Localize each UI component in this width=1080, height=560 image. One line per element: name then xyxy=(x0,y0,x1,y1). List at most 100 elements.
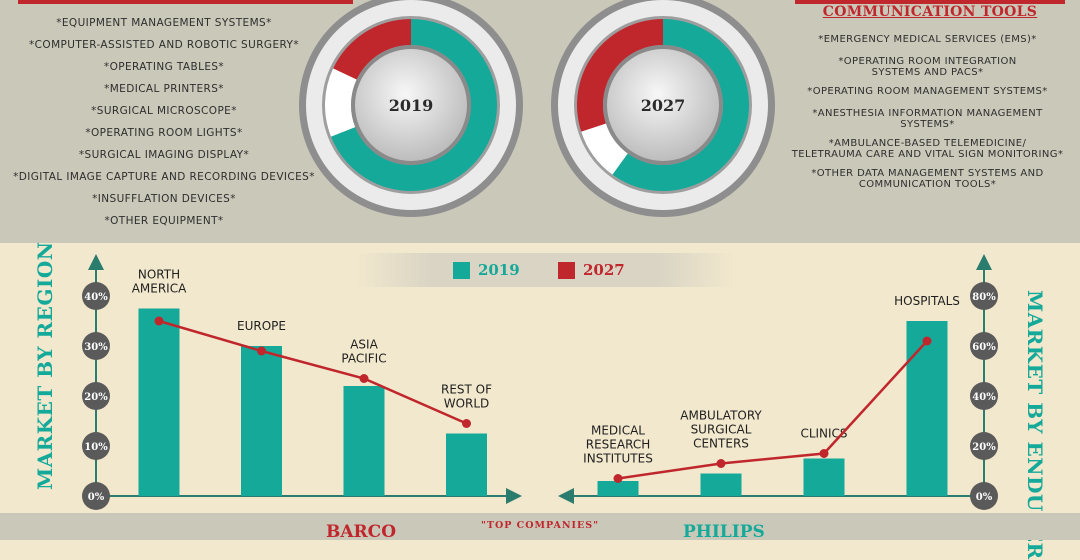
legend: 2019 2027 xyxy=(355,253,735,287)
donut-slice xyxy=(581,123,628,175)
line-point-2027 xyxy=(922,336,932,346)
bar-2019 xyxy=(241,346,282,496)
y-axis-arrow xyxy=(88,254,104,270)
equipment-list-item: *OPERATING ROOM LIGHTS* xyxy=(85,127,243,139)
y-tick-label: 20% xyxy=(972,442,996,453)
bar-2019 xyxy=(343,386,385,496)
bar-2019 xyxy=(446,433,487,496)
line-point-2027 xyxy=(257,346,266,356)
communication-list-item: *OPERATING ROOM MANAGEMENT SYSTEMS* xyxy=(790,86,1065,97)
legend-label-2027: 2027 xyxy=(583,261,625,279)
legend-item-2019: 2019 xyxy=(453,261,520,279)
category-label: WORLD xyxy=(444,397,490,411)
donut-chart-2019: 2019 xyxy=(299,0,523,217)
category-label: RESEARCH xyxy=(586,438,650,452)
y-tick-badge xyxy=(970,482,998,510)
equipment-list-item: *COMPUTER-ASSISTED AND ROBOTIC SURGERY* xyxy=(29,39,299,51)
line-point-2027 xyxy=(613,474,623,483)
communication-list-line: *EMERGENCY MEDICAL SERVICES (EMS)* xyxy=(818,34,1037,45)
communication-list-item: *OTHER DATA MANAGEMENT SYSTEMS AND COMMUN… xyxy=(790,168,1065,190)
company-philips: PHILIPS xyxy=(683,522,765,542)
donut-year-label: 2019 xyxy=(389,96,434,115)
communication-list-line: *ANESTHESIA INFORMATION MANAGEMENT xyxy=(812,108,1043,119)
category-label: MEDICAL xyxy=(591,424,645,438)
communication-list-line: *AMBULANCE-BASED TELEMEDICINE/ xyxy=(828,138,1027,149)
line-point-2027 xyxy=(154,316,164,326)
category-label: CLINICS xyxy=(800,427,847,441)
bottom-band xyxy=(0,513,1080,540)
line-point-2027 xyxy=(819,449,829,458)
y-tick-badge xyxy=(970,282,998,310)
y-tick-label: 10% xyxy=(84,442,108,453)
communication-heading: COMMUNICATION TOOLS xyxy=(822,4,1038,20)
equipment-list-item: *SURGICAL IMAGING DISPLAY* xyxy=(78,149,250,161)
communication-list-item: *EMERGENCY MEDICAL SERVICES (EMS)* xyxy=(790,34,1065,45)
legend-swatch-2027 xyxy=(558,261,575,279)
donut-chart-2027: 2027 xyxy=(551,0,775,217)
bar-2019 xyxy=(597,481,639,496)
communication-list-item: *ANESTHESIA INFORMATION MANAGEMENT SYSTEM… xyxy=(790,108,1065,130)
category-label: NORTH xyxy=(138,268,180,282)
communication-list-line: SYSTEMS AND PACS* xyxy=(871,67,984,78)
left-header-bar xyxy=(18,0,353,4)
legend-swatch-2019 xyxy=(453,261,470,279)
category-label: CENTERS xyxy=(693,437,749,451)
equipment-list-item: *OPERATING TABLES* xyxy=(103,61,225,73)
communication-list-line: SYSTEMS* xyxy=(900,119,955,130)
donut-slice xyxy=(325,68,357,137)
communication-list-line: TELETRAUMA CARE AND VITAL SIGN MONITORIN… xyxy=(791,149,1064,160)
y-tick-label: 0% xyxy=(976,492,993,503)
y-tick-label: 60% xyxy=(972,342,996,353)
y-tick-label: 40% xyxy=(972,392,996,403)
y-tick-label: 20% xyxy=(84,392,108,403)
category-label: AMERICA xyxy=(132,282,187,296)
equipment-list-item: *OTHER EQUIPMENT* xyxy=(104,215,224,227)
legend-label-2019: 2019 xyxy=(478,261,520,279)
y-tick-badge xyxy=(82,482,110,510)
donut-core xyxy=(607,49,719,161)
donut-core xyxy=(355,49,467,161)
donut-slice xyxy=(577,19,663,132)
y-tick-label: 30% xyxy=(84,342,108,353)
communication-list-line: COMMUNICATION TOOLS* xyxy=(858,179,997,190)
right-header-bar xyxy=(795,0,1065,4)
category-label: AMBULATORY xyxy=(680,409,762,423)
communication-list-line: *OPERATING ROOM MANAGEMENT SYSTEMS* xyxy=(807,86,1048,97)
equipment-list-item: *MEDICAL PRINTERS* xyxy=(104,83,224,95)
equipment-list: *EQUIPMENT MANAGEMENT SYSTEMS* *COMPUTER-… xyxy=(10,14,318,234)
communication-list-item: *AMBULANCE-BASED TELEMEDICINE/TELETRAUMA… xyxy=(790,138,1065,160)
bar-2019 xyxy=(906,321,948,496)
y-tick-label: 80% xyxy=(972,292,996,303)
y-axis-arrow xyxy=(976,254,992,270)
y-tick-badge xyxy=(82,282,110,310)
y-tick-badge xyxy=(82,382,110,410)
communication-list: *EMERGENCY MEDICAL SERVICES (EMS)* *OPERA… xyxy=(790,34,1065,198)
equipment-list-item: *EQUIPMENT MANAGEMENT SYSTEMS* xyxy=(56,17,272,29)
top-band xyxy=(0,0,1080,243)
line-point-2027 xyxy=(716,459,726,468)
x-axis-arrow xyxy=(558,488,574,504)
bar-2019 xyxy=(138,308,180,496)
bar-2019 xyxy=(803,458,845,496)
donut-year-label: 2027 xyxy=(641,96,686,115)
category-label: HOSPITALS xyxy=(894,294,960,308)
y-tick-badge xyxy=(82,332,110,360)
communication-list-line: *OPERATING ROOM INTEGRATION xyxy=(838,56,1017,67)
category-label: REST OF xyxy=(441,383,492,397)
category-label: INSTITUTES xyxy=(583,452,653,466)
bar-2019 xyxy=(700,473,742,496)
category-label: ASIA xyxy=(350,338,378,352)
company-barco: BARCO xyxy=(326,522,397,542)
equipment-list-item: *INSUFFLATION DEVICES* xyxy=(92,193,236,205)
equipment-list-item: *SURGICAL MICROSCOPE* xyxy=(91,105,237,117)
line-point-2027 xyxy=(462,419,471,428)
legend-item-2027: 2027 xyxy=(558,261,625,279)
donut-slice xyxy=(331,19,497,191)
y-tick-badge xyxy=(82,432,110,460)
y-tick-badge xyxy=(970,332,998,360)
line-2027 xyxy=(158,319,468,425)
communication-list-item: *OPERATING ROOM INTEGRATION SYSTEMS AND P… xyxy=(790,56,1065,78)
equipment-list-item: *DIGITAL IMAGE CAPTURE AND RECORDING DEV… xyxy=(13,171,315,183)
line-2027 xyxy=(617,340,928,480)
